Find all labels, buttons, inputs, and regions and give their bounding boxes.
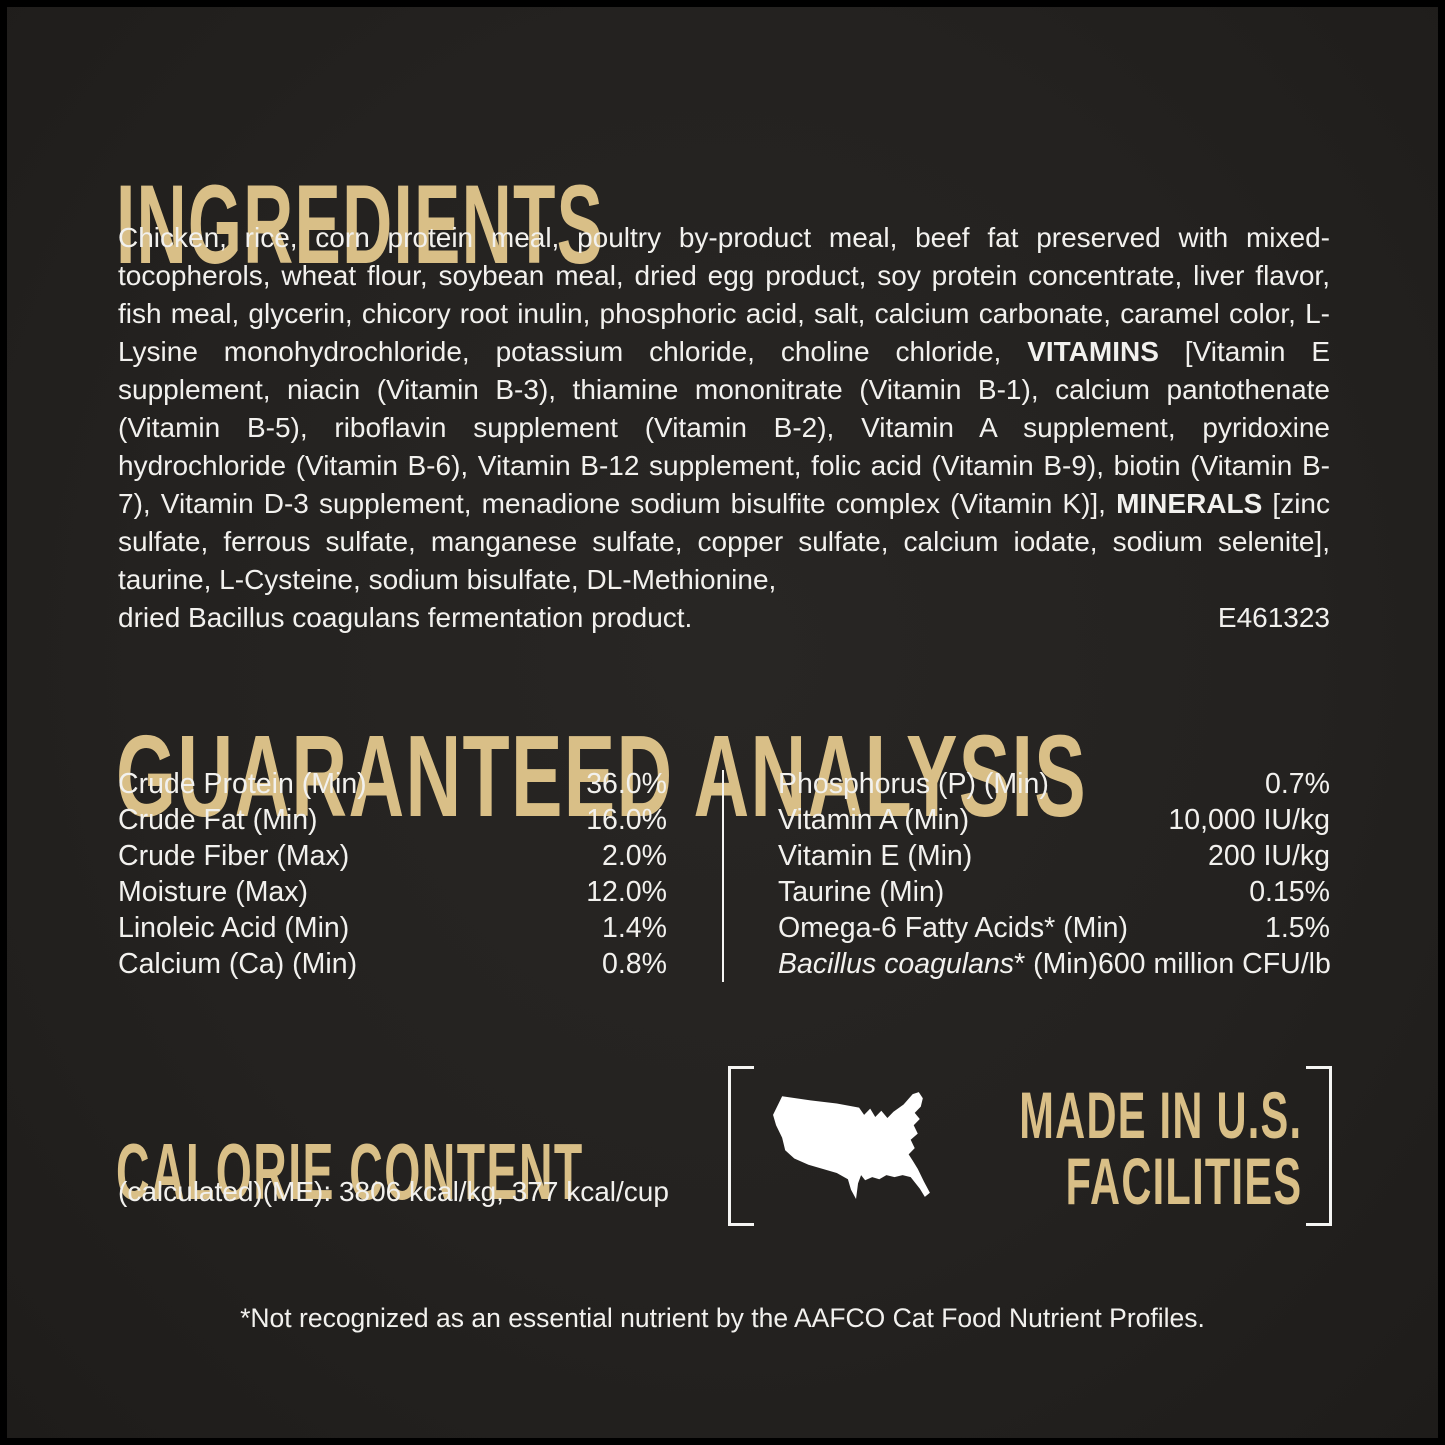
ingredients-title: INGREDIENTS [116, 162, 605, 288]
analysis-label: Calcium (Ca) (Min) [118, 948, 358, 980]
analysis-row: Linoleic Acid (Min) 1.4% [118, 910, 667, 946]
analysis-value: 16.0% [586, 804, 667, 836]
analysis-value: 36.0% [586, 768, 667, 800]
analysis-row: Phosphorus (P) (Min) 0.7% [778, 766, 1330, 802]
made-in-us-line1: MADE IN U.S. [1018, 1078, 1302, 1152]
calorie-content-title: CALORIE CONTENT [116, 1126, 584, 1216]
column-divider [722, 770, 724, 982]
ingredient-group-heading: MINERALS [1116, 488, 1263, 519]
analysis-label: Omega-6 Fatty Acids* (Min) [778, 912, 1129, 944]
analysis-label: Moisture (Max) [118, 876, 309, 908]
ingredient-text: [Vitamin E supplement, niacin (Vitamin B… [118, 336, 1330, 519]
analysis-label: Vitamin A (Min) [778, 804, 970, 836]
analysis-label: Crude Fat (Min) [118, 804, 318, 836]
ingredient-text: Chicken, rice, corn protein meal, poultr… [118, 222, 1330, 367]
analysis-value: 2.0% [602, 840, 667, 872]
analysis-value: 10,000 IU/kg [1168, 804, 1330, 836]
ingredients-last-line: dried Bacillus coagulans fermentation pr… [118, 599, 1330, 637]
analysis-row: Taurine (Min) 0.15% [778, 874, 1330, 910]
analysis-row: Calcium (Ca) (Min) 0.8% [118, 946, 667, 982]
analysis-label: Taurine (Min) [778, 876, 945, 908]
analysis-value: 0.7% [1265, 768, 1330, 800]
analysis-value: 0.8% [602, 948, 667, 980]
analysis-row: Bacillus coagulans* (Min) 600 million CFU… [778, 946, 1331, 982]
bracket-left [728, 1066, 754, 1226]
analysis-value: 12.0% [586, 876, 667, 908]
analysis-value: 200 IU/kg [1208, 840, 1330, 872]
ingredients-paragraph: Chicken, rice, corn protein meal, poultr… [118, 219, 1330, 599]
analysis-value: 600 million CFU/lb [1097, 948, 1331, 980]
analysis-row: Vitamin E (Min) 200 IU/kg [778, 838, 1330, 874]
analysis-label: Bacillus coagulans* (Min) [778, 948, 1098, 980]
analysis-row: Vitamin A (Min) 10,000 IU/kg [778, 802, 1330, 838]
guaranteed-analysis-title: GUARANTEED ANALYSIS [116, 710, 1088, 841]
analysis-label: Phosphorus (P) (Min) [778, 768, 1049, 800]
aafco-footnote: *Not recognized as an essential nutrient… [240, 1303, 1205, 1333]
analysis-label: Vitamin E (Min) [778, 840, 973, 872]
analysis-label: Crude Protein (Min) [118, 768, 367, 800]
made-in-us-text: MADE IN U.S. FACILITIES [1019, 1082, 1302, 1214]
analysis-label: Linoleic Acid (Min) [118, 912, 350, 944]
analysis-row: Crude Protein (Min) 36.0% [118, 766, 667, 802]
ingredients-last-text: dried Bacillus coagulans fermentation pr… [118, 602, 693, 633]
analysis-row: Crude Fat (Min) 16.0% [118, 802, 667, 838]
ingredient-text: [zinc sulfate, ferrous sulfate, manganes… [118, 488, 1330, 595]
analysis-column-right: Phosphorus (P) (Min) 0.7% Vitamin A (Min) 1… [778, 766, 1331, 982]
made-in-us-line2: FACILITIES [1065, 1144, 1302, 1218]
analysis-row: Crude Fiber (Max) 2.0% [118, 838, 667, 874]
analysis-row: Moisture (Max) 12.0% [118, 874, 667, 910]
ingredients-section: Chicken, rice, corn protein meal, poultr… [118, 219, 1330, 637]
made-in-us-badge: MADE IN U.S. FACILITIES [728, 1066, 1332, 1226]
analysis-row: Omega-6 Fatty Acids* (Min) 1.5% [778, 910, 1330, 946]
analysis-value: 0.15% [1249, 876, 1330, 908]
calorie-detail: (calculated)(ME): 3806 kcal/kg, 377 kcal… [118, 1176, 669, 1207]
lot-code: E461323 [1217, 602, 1330, 633]
analysis-value: 1.5% [1265, 912, 1330, 944]
analysis-value: 1.4% [602, 912, 667, 944]
guaranteed-analysis-table: Crude Protein (Min) 36.0% Crude Fat (Min) 1… [118, 766, 1331, 982]
ingredient-group-heading: VITAMINS [1027, 336, 1159, 367]
analysis-column-left: Crude Protein (Min) 36.0% Crude Fat (Min) 1… [118, 766, 667, 982]
analysis-label: Crude Fiber (Max) [118, 840, 350, 872]
bracket-right [1306, 1066, 1332, 1226]
us-map-icon [773, 1092, 930, 1199]
